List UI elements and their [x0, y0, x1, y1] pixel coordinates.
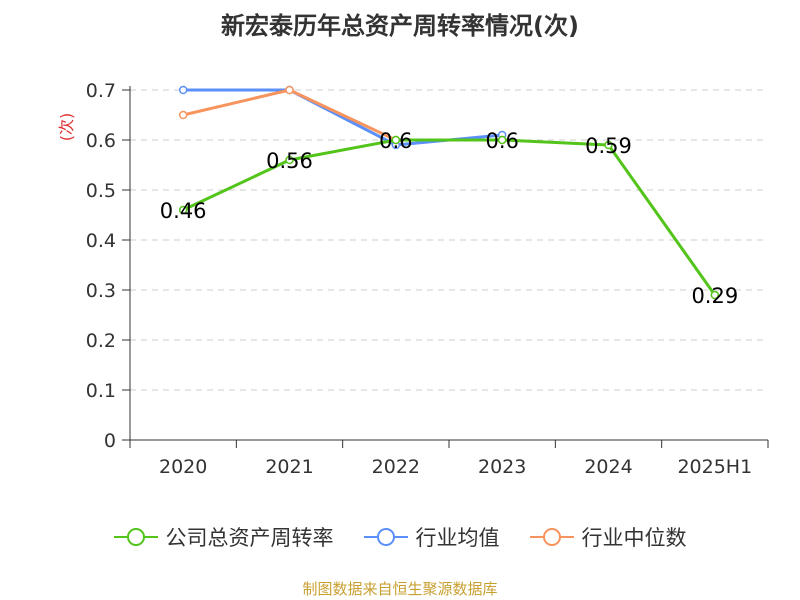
x-tick-label: 2021 [265, 456, 313, 478]
legend-label: 行业均值 [415, 526, 500, 550]
legend: 公司总资产周转率 行业均值 行业中位数 [0, 521, 800, 553]
y-tick-label: 0.3 [86, 280, 116, 302]
legend-marker-icon [529, 528, 574, 546]
y-axis-label: (次) [57, 113, 76, 142]
data-point [710, 290, 720, 300]
data-point [178, 110, 188, 120]
y-tick-label: 0.7 [86, 80, 116, 102]
data-label: 0.56 [266, 149, 313, 173]
grid-lines [130, 89, 768, 391]
legend-item[interactable]: 公司总资产周转率 [113, 522, 334, 552]
y-tick-label: 0.5 [86, 180, 116, 202]
data-point [285, 85, 294, 95]
data-point [497, 135, 507, 145]
data-point [178, 85, 188, 95]
legend-item[interactable]: 行业均值 [363, 522, 500, 552]
chart-title: 新宏泰历年总资产周转率情况(次) [221, 12, 579, 40]
x-tick-label: 2020 [159, 456, 207, 478]
source-note: 制图数据来自恒生聚源数据库 [302, 580, 498, 598]
data-label: 0.59 [585, 134, 632, 158]
data-label: 0.6 [379, 129, 412, 153]
data-labels: 0.46 0.56 0.6 0.6 0.59 0.29 [160, 129, 738, 308]
y-tick-label: 0.4 [86, 230, 116, 252]
series-line [183, 88, 503, 147]
y-tick-label: 0 [104, 430, 116, 452]
legend-label: 行业中位数 [581, 526, 687, 550]
data-point [391, 135, 401, 145]
legend-marker-icon [363, 528, 408, 546]
data-point [178, 205, 188, 215]
series [178, 85, 720, 300]
data-label: 0.29 [691, 284, 738, 308]
y-tick-label: 0.2 [86, 330, 116, 352]
series-line [182, 88, 503, 142]
series-line [182, 138, 717, 296]
legend-item[interactable]: 行业中位数 [529, 522, 687, 552]
legend-label: 公司总资产周转率 [165, 526, 334, 550]
legend-marker-icon [113, 528, 158, 546]
axes: 0 0.1 0.2 0.3 0.4 0.5 0.6 0.7 2020 2021 2022 2023 20… [86, 80, 769, 478]
x-tick-label: 2022 [372, 456, 420, 478]
y-tick-label: 0.1 [86, 380, 116, 402]
x-tick-label: 2024 [584, 456, 632, 478]
y-tick-label: 0.6 [86, 130, 116, 152]
data-label: 0.6 [485, 129, 518, 153]
data-label: 0.46 [160, 199, 207, 223]
x-tick-label: 2023 [478, 456, 526, 478]
data-point [285, 155, 294, 165]
x-tick-label: 2025H1 [677, 456, 752, 478]
data-point [604, 140, 613, 150]
